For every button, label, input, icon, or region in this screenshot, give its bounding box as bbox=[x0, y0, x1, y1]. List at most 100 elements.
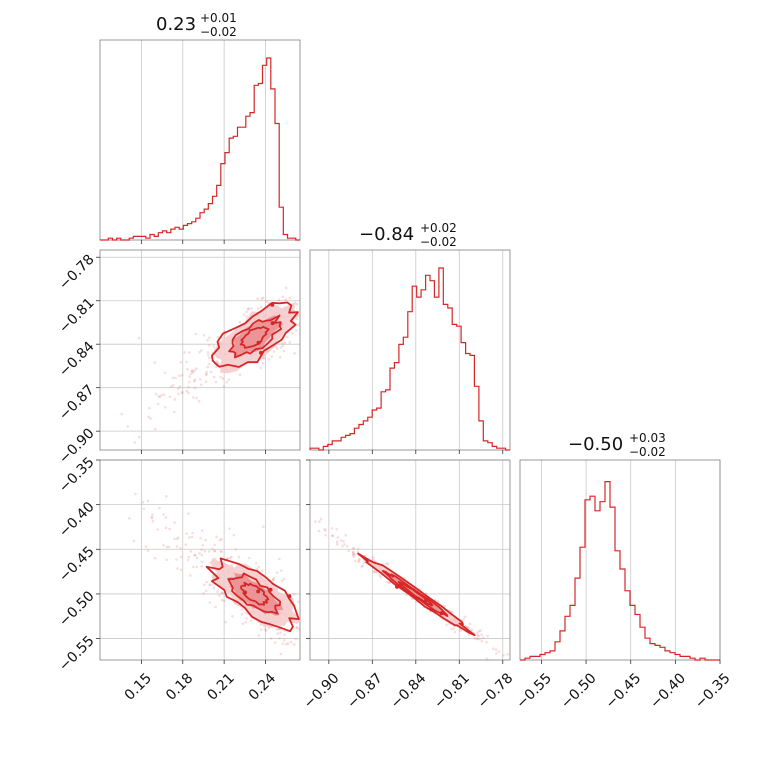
grid bbox=[100, 459, 300, 660]
scatter-point bbox=[175, 537, 179, 541]
scatter-point bbox=[175, 558, 178, 561]
contour-island bbox=[270, 302, 275, 307]
scatter-point bbox=[208, 356, 211, 360]
scatter-point bbox=[276, 632, 280, 635]
scatter-point bbox=[485, 641, 489, 644]
scatter-point bbox=[445, 623, 448, 627]
scatter-point bbox=[279, 631, 283, 635]
scatter-point bbox=[278, 637, 281, 640]
scatter-point bbox=[272, 350, 276, 353]
scatter-point bbox=[193, 386, 197, 390]
scatter-point bbox=[164, 516, 168, 519]
scatter-point bbox=[295, 302, 299, 306]
scatter-point bbox=[190, 370, 194, 373]
scatter-point bbox=[206, 338, 209, 342]
scatter-point bbox=[147, 415, 150, 419]
scatter-point bbox=[205, 373, 208, 377]
scatter-point bbox=[208, 601, 212, 604]
contour-island bbox=[268, 587, 273, 592]
scatter-point bbox=[151, 513, 154, 516]
scatter-point bbox=[181, 390, 184, 394]
scatter-point bbox=[267, 358, 271, 361]
x-tick-label: −0.55 bbox=[513, 670, 555, 712]
scatter-point bbox=[164, 526, 168, 529]
scatter-point bbox=[352, 552, 355, 556]
scatter-point bbox=[318, 520, 321, 523]
scatter-point bbox=[207, 362, 211, 366]
scatter-point bbox=[195, 367, 198, 370]
scatter-point bbox=[179, 361, 183, 364]
scatter-point bbox=[336, 536, 340, 539]
scatter-point bbox=[209, 583, 213, 586]
scatter-point bbox=[177, 392, 180, 396]
scatter-point bbox=[179, 547, 182, 550]
scatter-point bbox=[150, 515, 154, 519]
scatter-point bbox=[275, 628, 279, 631]
scatter-point bbox=[295, 317, 299, 321]
scatter-point bbox=[204, 372, 208, 376]
scatter-point bbox=[245, 315, 248, 318]
histogram-step-line bbox=[520, 481, 720, 661]
scatter-point bbox=[218, 594, 221, 597]
scatter-point bbox=[482, 636, 485, 639]
scatter-point bbox=[280, 579, 284, 582]
scatter-point bbox=[198, 552, 201, 555]
scatter-point bbox=[120, 412, 124, 416]
scatter-point bbox=[295, 626, 298, 629]
scatter-point bbox=[297, 323, 300, 327]
scatter-point bbox=[205, 580, 208, 584]
scatter-point bbox=[202, 583, 206, 587]
scatter-point bbox=[502, 654, 505, 657]
grid bbox=[100, 250, 300, 450]
title-param-0-plus: +0.01 bbox=[200, 11, 237, 25]
scatter-point bbox=[133, 441, 137, 444]
scatter-point bbox=[283, 341, 287, 345]
y-tick-label: −0.40 bbox=[56, 499, 98, 541]
scatter-point bbox=[335, 542, 339, 546]
scatter-point bbox=[352, 555, 356, 559]
scatter-point bbox=[249, 619, 253, 622]
scatter-point bbox=[379, 575, 383, 579]
x-tick-label: −0.90 bbox=[301, 670, 343, 712]
scatter-point bbox=[476, 631, 479, 634]
y-tick-label: −0.50 bbox=[56, 588, 98, 630]
scatter-point bbox=[275, 347, 279, 350]
y-tick-label: −0.81 bbox=[56, 295, 98, 337]
scatter-point bbox=[297, 600, 300, 604]
scatter-point bbox=[288, 340, 292, 344]
scatter-point bbox=[221, 592, 224, 595]
scatter-point bbox=[229, 556, 232, 560]
scatter-point bbox=[260, 297, 264, 300]
scatter-point bbox=[219, 375, 222, 379]
panel-frame bbox=[99, 39, 301, 241]
scatter-point bbox=[213, 549, 216, 553]
scatter-point bbox=[191, 531, 194, 535]
scatter-point bbox=[200, 349, 203, 352]
contour-line-outer bbox=[205, 557, 300, 633]
scatter-point bbox=[293, 643, 296, 646]
scatter-point bbox=[254, 561, 258, 565]
scatter-point bbox=[261, 296, 265, 300]
panel-hist-param-0 bbox=[99, 39, 301, 244]
scatter-point bbox=[188, 380, 191, 384]
scatter-point bbox=[271, 578, 275, 582]
scatter-point bbox=[317, 529, 321, 533]
scatter-point bbox=[255, 567, 259, 571]
scatter-point bbox=[238, 373, 242, 377]
scatter-point bbox=[387, 581, 391, 585]
scatter-point bbox=[206, 365, 209, 369]
scatter-point bbox=[271, 578, 275, 582]
scatter-point bbox=[453, 630, 457, 634]
y-tick-label: −0.87 bbox=[56, 382, 98, 424]
title-param-1-plus: +0.02 bbox=[420, 221, 457, 235]
scatter-point bbox=[220, 598, 224, 602]
scatter-point bbox=[289, 640, 293, 644]
contour-line-outer bbox=[357, 552, 476, 637]
scatter-point bbox=[180, 391, 184, 395]
scatter-point bbox=[205, 370, 208, 374]
scatter-point bbox=[363, 561, 366, 565]
scatter-point bbox=[220, 591, 223, 594]
grid bbox=[541, 460, 721, 660]
panel-frame bbox=[99, 249, 301, 451]
scatter-point bbox=[257, 565, 261, 569]
